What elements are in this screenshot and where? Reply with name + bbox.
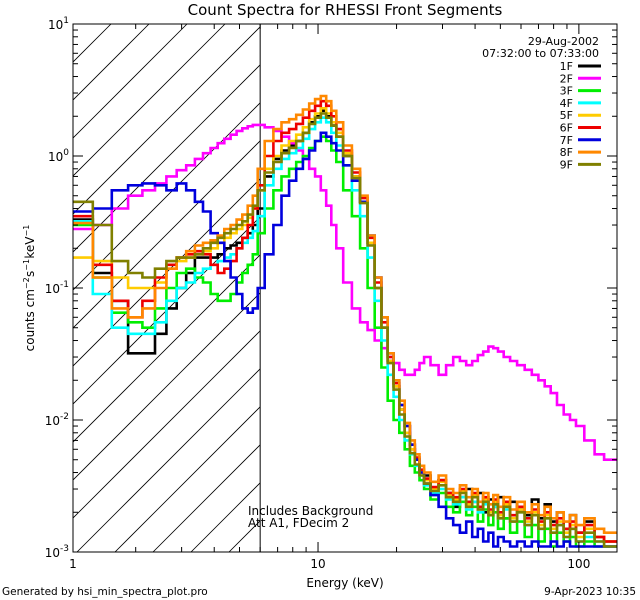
y-tick-label: 10-3 <box>45 544 69 560</box>
series-3f-line <box>73 135 617 548</box>
legend-label: 1F <box>560 60 573 73</box>
annotation-background: Includes Background <box>248 504 373 518</box>
series-8f-line <box>73 94 617 534</box>
y-tick-label: 100 <box>48 148 69 164</box>
chart-title: Count Spectra for RHESSI Front Segments <box>188 1 503 19</box>
series-2f-line <box>73 123 617 461</box>
series-9f-line <box>73 112 617 548</box>
legend-label: 4F <box>560 97 573 110</box>
footer-timestamp: 9-Apr-2023 10:35 <box>544 586 636 598</box>
x-tick-label: 100 <box>567 557 590 571</box>
y-tick-label: 10-2 <box>45 412 69 428</box>
time-range-label: 07:32:00 to 07:33:00 <box>482 47 599 60</box>
legend-label: 5F <box>560 109 573 122</box>
series-layer <box>73 94 617 548</box>
y-axis-label: counts cm−2 s−1 keV−1 <box>22 225 37 352</box>
axes-layer: 10-3 10-2 10-1 100 101 1 10 100 <box>45 16 617 571</box>
x-tick-label: 1 <box>69 557 77 571</box>
x-tick-label: 10 <box>310 557 325 571</box>
legend-label: 9F <box>560 158 573 171</box>
series-7f-line <box>73 131 617 548</box>
y-tick-label: 10-1 <box>45 280 69 296</box>
date-label: 29-Aug-2002 <box>528 35 599 48</box>
legend-label: 6F <box>560 122 573 135</box>
legend-label: 3F <box>560 85 573 98</box>
annotation-attenuator: Att A1, FDecim 2 <box>248 516 349 530</box>
y-tick-label: 101 <box>48 16 69 32</box>
legend-label: 2F <box>560 72 573 85</box>
legend-label: 7F <box>560 134 573 147</box>
x-axis-label: Energy (keV) <box>306 576 383 590</box>
footer-generated-by: Generated by hsi_min_spectra_plot.pro <box>2 586 208 598</box>
legend-label: 8F <box>560 146 573 159</box>
